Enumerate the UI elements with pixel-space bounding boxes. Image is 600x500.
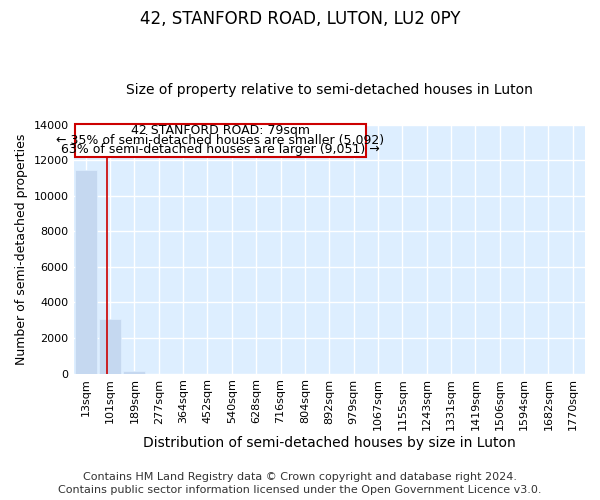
Text: 63% of semi-detached houses are larger (9,051) →: 63% of semi-detached houses are larger (… bbox=[61, 143, 380, 156]
Title: Size of property relative to semi-detached houses in Luton: Size of property relative to semi-detach… bbox=[126, 83, 533, 97]
FancyBboxPatch shape bbox=[75, 124, 366, 156]
X-axis label: Distribution of semi-detached houses by size in Luton: Distribution of semi-detached houses by … bbox=[143, 436, 515, 450]
Text: 42, STANFORD ROAD, LUTON, LU2 0PY: 42, STANFORD ROAD, LUTON, LU2 0PY bbox=[140, 10, 460, 28]
Bar bbox=[124, 370, 145, 374]
Text: Contains HM Land Registry data © Crown copyright and database right 2024.: Contains HM Land Registry data © Crown c… bbox=[83, 472, 517, 482]
Text: ← 35% of semi-detached houses are smaller (5,092): ← 35% of semi-detached houses are smalle… bbox=[56, 134, 385, 146]
Text: 42 STANFORD ROAD: 79sqm: 42 STANFORD ROAD: 79sqm bbox=[131, 124, 310, 138]
Y-axis label: Number of semi-detached properties: Number of semi-detached properties bbox=[15, 134, 28, 365]
Bar bbox=[75, 170, 97, 374]
Bar bbox=[99, 320, 121, 374]
Text: Contains public sector information licensed under the Open Government Licence v3: Contains public sector information licen… bbox=[58, 485, 542, 495]
